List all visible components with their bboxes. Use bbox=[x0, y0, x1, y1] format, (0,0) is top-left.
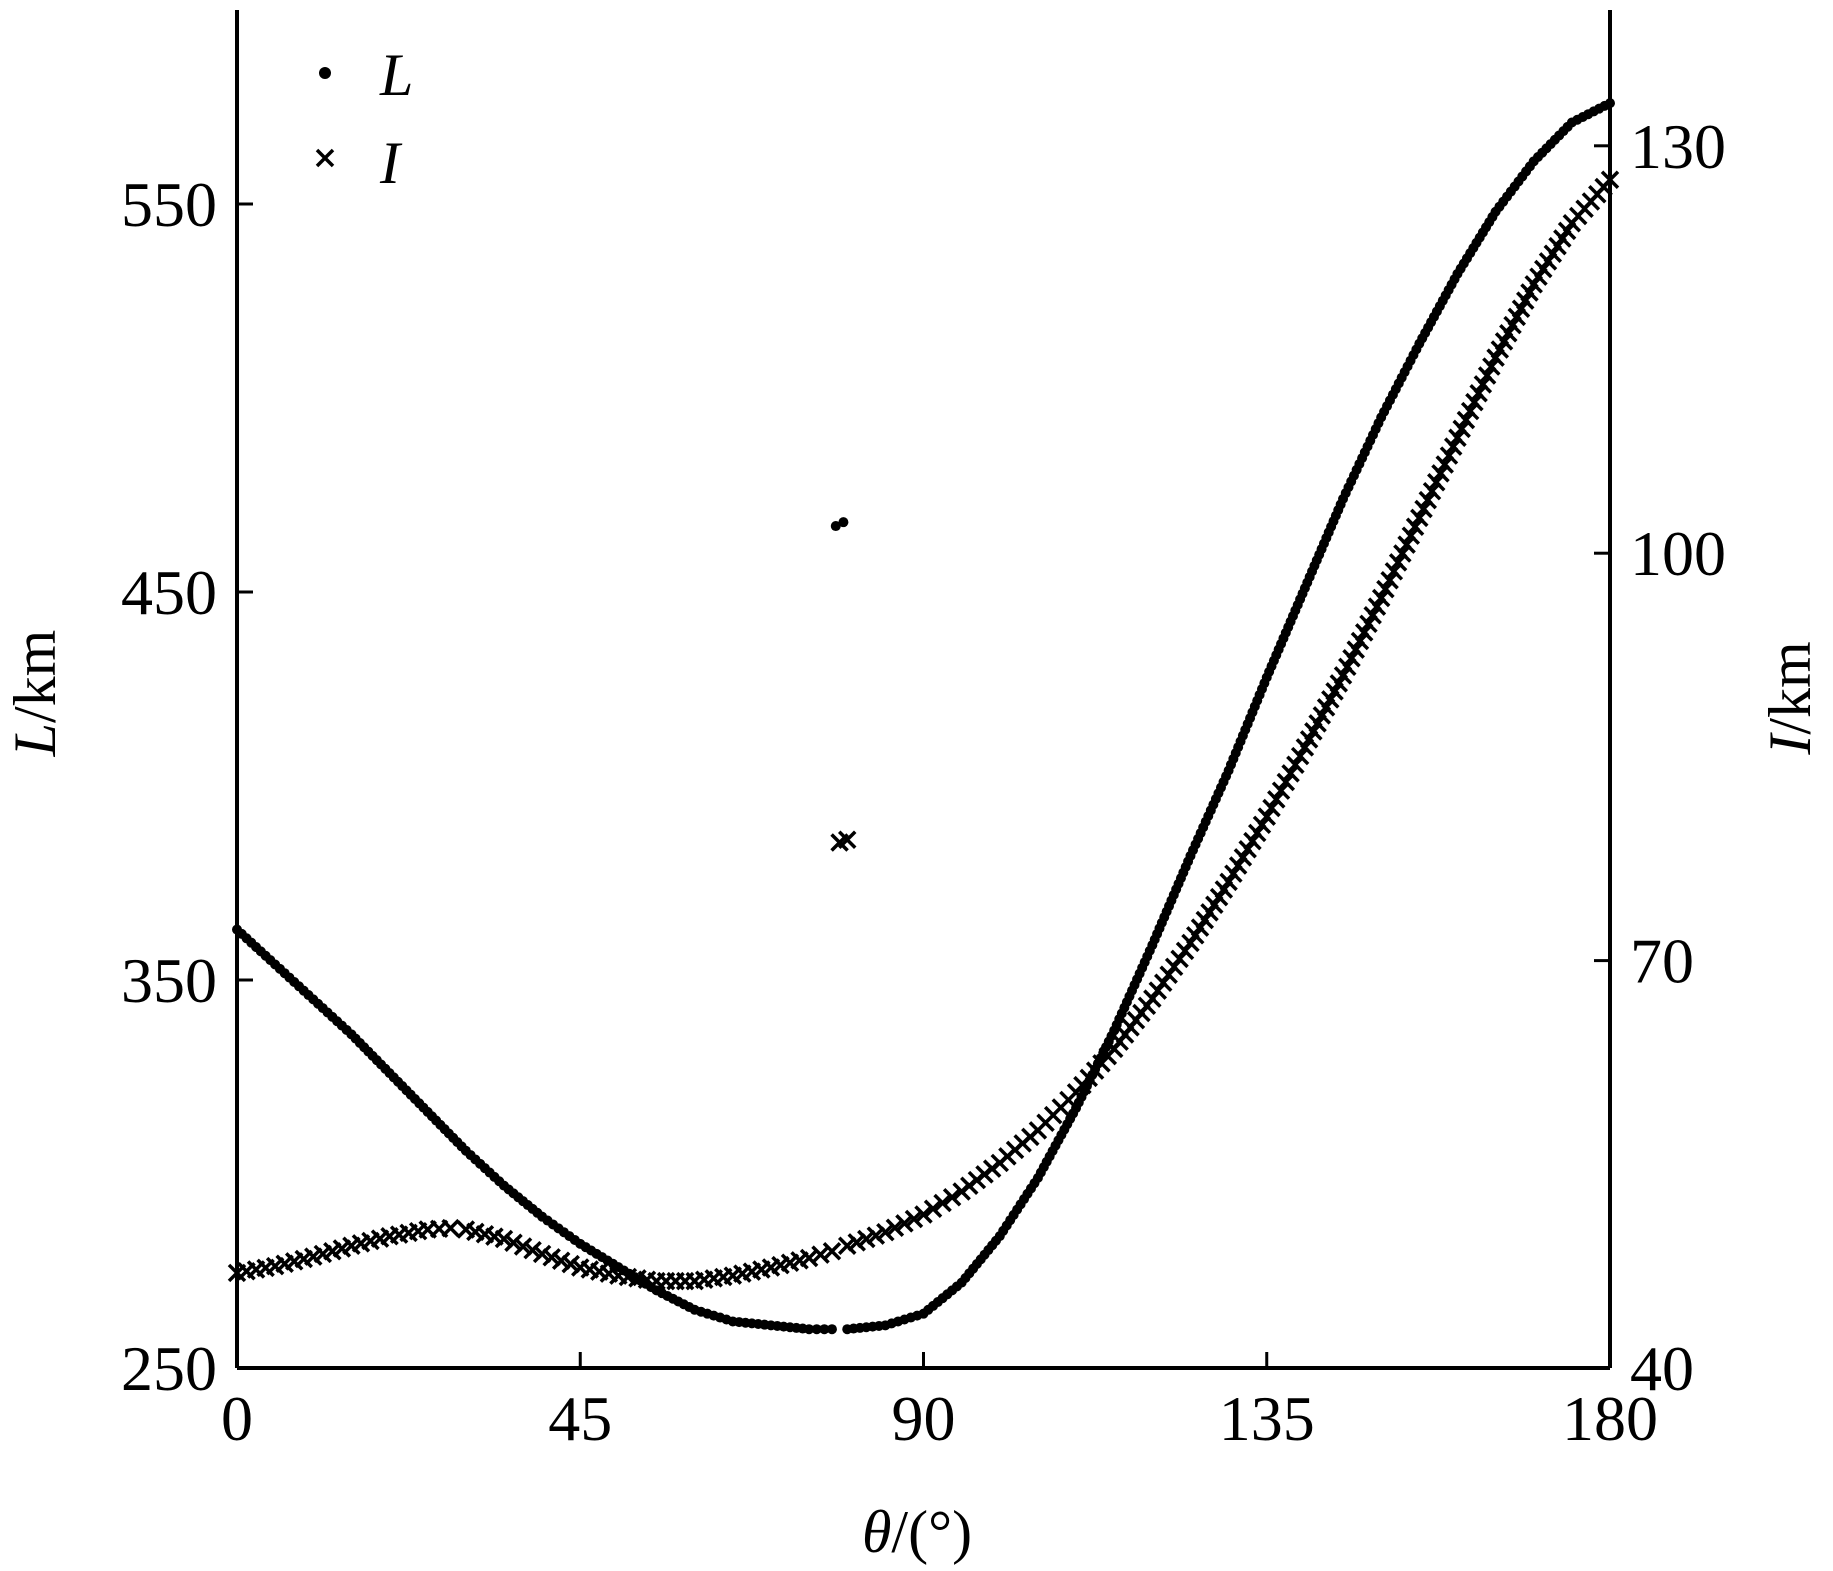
data-point-I bbox=[441, 1218, 460, 1238]
data-point-I bbox=[1170, 949, 1189, 969]
y-axis-left-title-var: L bbox=[2, 723, 68, 757]
legend-marker-dot bbox=[319, 67, 331, 79]
x-axis-title: θ/(°) bbox=[862, 1499, 972, 1565]
data-point-I bbox=[837, 830, 857, 849]
y-axis-right-title-var: I bbox=[1757, 732, 1823, 756]
data-point-I bbox=[885, 1218, 905, 1238]
data-point-L bbox=[838, 517, 849, 528]
y-right-tick-label: 130 bbox=[1630, 111, 1726, 182]
data-point-I bbox=[1290, 746, 1310, 766]
data-point-I bbox=[942, 1187, 962, 1207]
data-point-I bbox=[876, 1222, 895, 1242]
y-left-tick-label: 350 bbox=[121, 945, 217, 1016]
data-point-I bbox=[1148, 981, 1168, 1000]
data-point-L bbox=[811, 1324, 822, 1335]
data-point-I bbox=[1159, 965, 1178, 984]
data-point-I bbox=[1281, 764, 1300, 783]
legend: L I bbox=[315, 42, 413, 196]
data-point-I bbox=[494, 1229, 514, 1249]
y-axis-left-title-unit: /km bbox=[2, 630, 68, 723]
data-point-I bbox=[1276, 772, 1296, 792]
data-point-L bbox=[830, 521, 841, 532]
legend-label-I: I bbox=[379, 130, 403, 196]
x-axis-title-var: θ bbox=[862, 1499, 891, 1565]
legend-marker-x bbox=[315, 148, 335, 168]
data-point-I bbox=[1600, 170, 1620, 189]
y-left-tick-label: 550 bbox=[121, 169, 217, 240]
data-point-I bbox=[1267, 790, 1286, 809]
data-point-I bbox=[523, 1240, 542, 1260]
data-point-I bbox=[1257, 807, 1276, 826]
data-point-I bbox=[1175, 941, 1195, 961]
data-point-I bbox=[1271, 781, 1291, 800]
y-axis-left-title: L/km bbox=[2, 630, 68, 758]
data-point-L bbox=[804, 1324, 815, 1335]
ticks-layer: 0 45 90 135 180 250 350 450 550 40 70 100 130 bbox=[121, 111, 1726, 1454]
legend-x-stroke bbox=[315, 148, 335, 168]
y-axis-right-title-unit: /km bbox=[1757, 641, 1823, 734]
data-point-L bbox=[826, 1324, 837, 1335]
data-point-I bbox=[513, 1237, 533, 1256]
series-I bbox=[227, 170, 1620, 1291]
series-layer bbox=[227, 98, 1620, 1335]
y-left-tick-label: 250 bbox=[121, 1333, 217, 1404]
y-right-tick-label: 70 bbox=[1630, 926, 1694, 997]
plot-frame bbox=[235, 10, 1612, 1370]
data-point-I bbox=[1397, 535, 1416, 554]
data-point-I bbox=[914, 1205, 933, 1224]
data-point-L bbox=[819, 1324, 830, 1335]
x-tick-label: 0 bbox=[221, 1383, 253, 1454]
data-point-I bbox=[822, 1241, 842, 1261]
data-point-I bbox=[1262, 798, 1281, 818]
y-right-tick-label: 100 bbox=[1630, 518, 1726, 589]
series-L bbox=[232, 98, 1615, 1335]
data-point-I bbox=[895, 1214, 914, 1233]
data-point-I bbox=[904, 1209, 924, 1229]
data-point-I bbox=[1431, 464, 1450, 483]
x-tick-label: 180 bbox=[1562, 1383, 1658, 1454]
data-point-I bbox=[1164, 957, 1184, 977]
data-point-I bbox=[923, 1199, 943, 1219]
data-point-I bbox=[799, 1248, 819, 1268]
data-point-I bbox=[1286, 755, 1305, 774]
x-tick-label: 45 bbox=[548, 1383, 612, 1454]
data-point-I bbox=[1143, 989, 1162, 1008]
y-left-tick-label: 450 bbox=[121, 557, 217, 628]
data-point-I bbox=[933, 1193, 952, 1213]
data-point-I bbox=[811, 1245, 830, 1264]
data-point-I bbox=[1153, 973, 1173, 992]
data-point-I bbox=[1452, 419, 1471, 439]
x-tick-label: 135 bbox=[1219, 1383, 1315, 1454]
data-point-I bbox=[504, 1233, 523, 1252]
y-axis-right-title: I/km bbox=[1757, 641, 1823, 755]
data-point-I bbox=[1448, 428, 1467, 448]
data-point-I bbox=[1393, 544, 1412, 563]
y-right-tick-label: 40 bbox=[1630, 1333, 1694, 1404]
data-point-I bbox=[1469, 384, 1488, 403]
data-point-I bbox=[1376, 579, 1395, 599]
data-point-I bbox=[1414, 499, 1433, 519]
data-point-L bbox=[1605, 98, 1615, 109]
x-axis-title-unit: /(°) bbox=[891, 1499, 972, 1565]
data-point-I bbox=[1380, 570, 1399, 590]
legend-label-L: L bbox=[379, 42, 413, 108]
x-tick-label: 90 bbox=[892, 1383, 956, 1454]
